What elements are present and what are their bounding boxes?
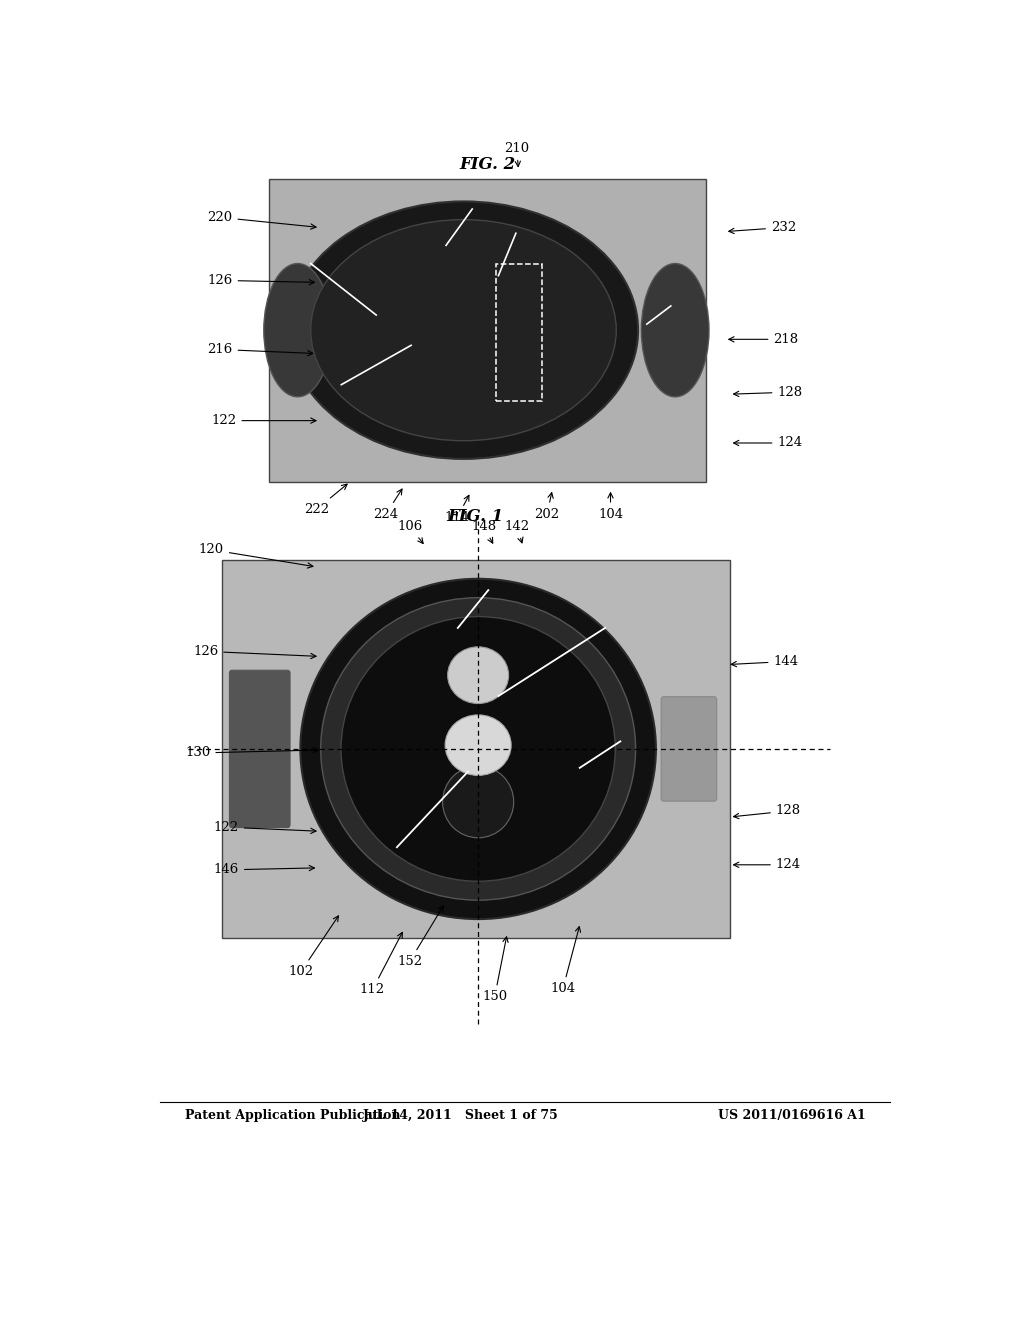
- Text: 216: 216: [207, 343, 313, 356]
- Text: 128: 128: [733, 804, 801, 818]
- Text: 222: 222: [304, 484, 347, 516]
- Bar: [269, 178, 706, 482]
- Text: Patent Application Publication: Patent Application Publication: [185, 1109, 400, 1122]
- Ellipse shape: [321, 598, 636, 900]
- Ellipse shape: [310, 219, 616, 441]
- Text: 218: 218: [729, 333, 799, 346]
- Text: 104: 104: [598, 492, 623, 520]
- Text: Jul. 14, 2011   Sheet 1 of 75: Jul. 14, 2011 Sheet 1 of 75: [364, 1109, 559, 1122]
- Text: 106: 106: [397, 520, 423, 544]
- Bar: [221, 560, 729, 939]
- Text: 126: 126: [207, 273, 314, 286]
- Text: 130: 130: [185, 747, 318, 759]
- Ellipse shape: [264, 264, 332, 397]
- FancyBboxPatch shape: [229, 671, 290, 828]
- Text: 202: 202: [535, 492, 559, 520]
- Text: 220: 220: [207, 211, 316, 230]
- Text: 124: 124: [733, 437, 803, 450]
- Ellipse shape: [641, 264, 709, 397]
- Text: 128: 128: [733, 385, 803, 399]
- Text: US 2011/0169616 A1: US 2011/0169616 A1: [718, 1109, 866, 1122]
- Ellipse shape: [300, 578, 656, 919]
- Text: 104: 104: [550, 927, 581, 995]
- Text: 146: 146: [214, 863, 314, 876]
- Ellipse shape: [341, 616, 615, 882]
- Ellipse shape: [289, 202, 638, 459]
- Text: 124: 124: [733, 858, 801, 871]
- Ellipse shape: [445, 715, 511, 775]
- Text: 224: 224: [374, 490, 402, 520]
- Text: 102: 102: [289, 916, 339, 978]
- Bar: [497, 264, 542, 401]
- Text: 210: 210: [504, 141, 529, 166]
- Text: 122: 122: [214, 821, 316, 834]
- FancyBboxPatch shape: [662, 697, 717, 801]
- Text: 142: 142: [504, 520, 529, 543]
- Text: FIG. 1: FIG. 1: [447, 508, 504, 524]
- Text: 120: 120: [199, 544, 313, 568]
- Text: 152: 152: [397, 906, 443, 968]
- Text: 232: 232: [729, 220, 797, 234]
- Text: 112: 112: [359, 932, 402, 997]
- Text: FIG. 2: FIG. 2: [460, 156, 516, 173]
- Text: 114: 114: [444, 495, 470, 524]
- Ellipse shape: [447, 647, 509, 704]
- Text: 122: 122: [211, 414, 316, 428]
- Ellipse shape: [442, 766, 514, 838]
- Text: 148: 148: [471, 520, 496, 543]
- Text: 126: 126: [194, 645, 316, 659]
- Text: 144: 144: [731, 655, 799, 668]
- Text: 150: 150: [482, 937, 508, 1003]
